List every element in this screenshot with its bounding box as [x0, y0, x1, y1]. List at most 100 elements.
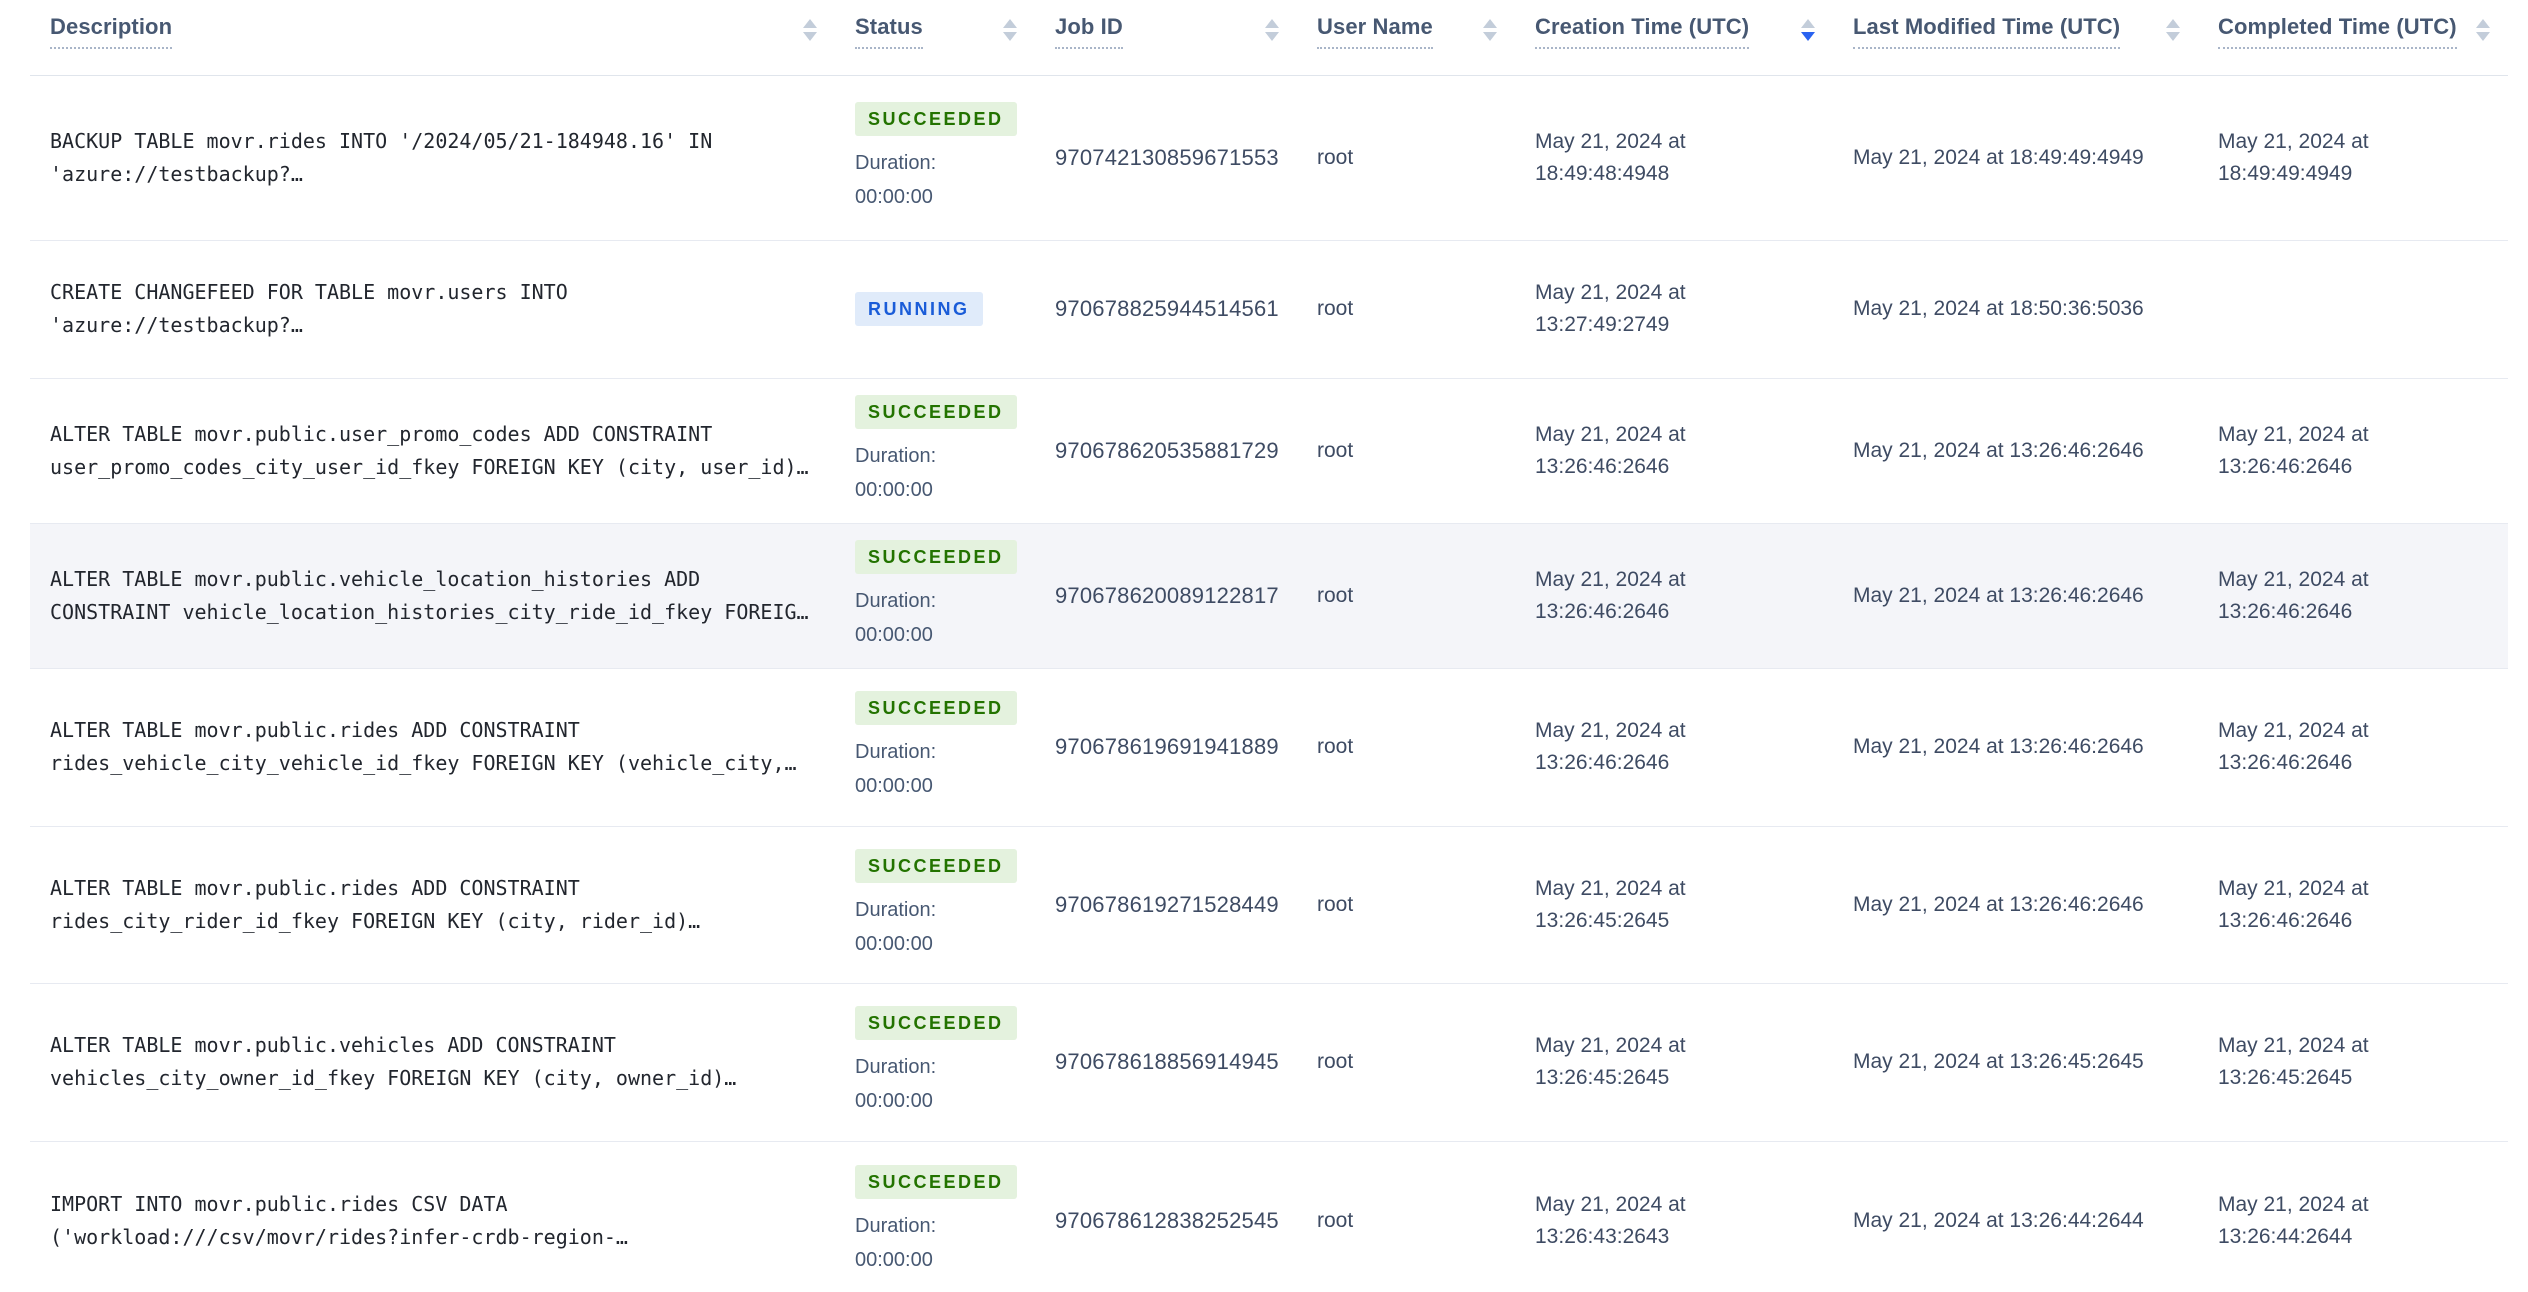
- completed-time: May 21, 2024 at 13:26:44:2644: [2218, 1193, 2369, 1248]
- job-id-cell: 970678618856914945: [1035, 983, 1297, 1141]
- duration-value: 00:00:00: [855, 932, 933, 955]
- sort-desc-icon[interactable]: [2476, 32, 2490, 41]
- sort-icons[interactable]: [1801, 19, 1815, 41]
- completed-time-cell: May 21, 2024 at 18:49:49:4949: [2198, 75, 2508, 240]
- completed-time: May 21, 2024 at 18:49:49:4949: [2218, 129, 2369, 185]
- column-header-label[interactable]: Last Modified Time (UTC): [1853, 14, 2121, 49]
- sort-asc-icon[interactable]: [2166, 19, 2180, 28]
- job-description-link[interactable]: BACKUP TABLE movr.rides INTO '/2024/05/2…: [50, 128, 713, 186]
- column-header-completed_time[interactable]: Completed Time (UTC): [2198, 0, 2508, 76]
- status-cell: SUCCEEDED Duration: 00:00:00: [835, 1141, 1035, 1292]
- status-cell: SUCCEEDED Duration: 00:00:00: [835, 983, 1035, 1141]
- sort-asc-icon[interactable]: [1003, 19, 1017, 28]
- column-header-label[interactable]: Completed Time (UTC): [2218, 14, 2457, 49]
- sort-desc-icon[interactable]: [1801, 32, 1815, 41]
- job-description-link[interactable]: ALTER TABLE movr.public.user_promo_codes…: [50, 421, 809, 479]
- status-badge: SUCCEEDED: [855, 1165, 1017, 1199]
- sort-asc-icon[interactable]: [1265, 19, 1279, 28]
- creation-time-cell: May 21, 2024 at 13:27:49:2749: [1515, 240, 1833, 378]
- column-header-user_name[interactable]: User Name: [1297, 0, 1515, 76]
- creation-time: May 21, 2024 at 13:26:46:2646: [1535, 567, 1686, 623]
- creation-time: May 21, 2024 at 13:26:45:2645: [1535, 1034, 1686, 1089]
- creation-time: May 21, 2024 at 18:49:48:4948: [1535, 129, 1686, 185]
- sort-asc-icon[interactable]: [2476, 19, 2490, 28]
- column-header-label[interactable]: Status: [855, 14, 923, 49]
- sort-asc-icon[interactable]: [1801, 19, 1815, 28]
- last-modified-time: May 21, 2024 at 13:26:46:2646: [1853, 438, 2144, 462]
- job-duration: Duration: 00:00:00: [855, 439, 1017, 507]
- completed-time: May 21, 2024 at 13:26:46:2646: [2218, 422, 2369, 478]
- last-modified-time: May 21, 2024 at 13:26:45:2645: [1853, 1050, 2144, 1073]
- column-header-inner[interactable]: Status: [855, 14, 1017, 49]
- table-row: BACKUP TABLE movr.rides INTO '/2024/05/2…: [30, 75, 2508, 240]
- sort-icons[interactable]: [1003, 19, 1017, 41]
- sort-desc-icon[interactable]: [1003, 32, 1017, 41]
- job-description-link[interactable]: ALTER TABLE movr.public.vehicles ADD CON…: [50, 1033, 737, 1090]
- user-name-cell: root: [1297, 668, 1515, 826]
- job-description-link[interactable]: ALTER TABLE movr.public.vehicle_location…: [50, 566, 809, 624]
- last-modified-time-cell: May 21, 2024 at 13:26:46:2646: [1833, 523, 2198, 668]
- status-badge: RUNNING: [855, 292, 983, 326]
- sort-icons[interactable]: [803, 19, 817, 41]
- column-header-inner[interactable]: Job ID: [1055, 14, 1279, 49]
- job-description-link[interactable]: ALTER TABLE movr.public.rides ADD CONSTR…: [50, 875, 701, 933]
- creation-time: May 21, 2024 at 13:26:45:2645: [1535, 876, 1686, 932]
- last-modified-time-cell: May 21, 2024 at 13:26:44:2644: [1833, 1141, 2198, 1292]
- column-header-label[interactable]: User Name: [1317, 14, 1433, 49]
- sort-desc-icon[interactable]: [1265, 32, 1279, 41]
- column-header-label[interactable]: Description: [50, 14, 173, 49]
- completed-time-cell: [2198, 240, 2508, 378]
- description-cell: CREATE CHANGEFEED FOR TABLE movr.users I…: [30, 240, 835, 378]
- sort-icons[interactable]: [1265, 19, 1279, 41]
- duration-label: Duration:: [855, 898, 937, 921]
- column-header-last_modified_time[interactable]: Last Modified Time (UTC): [1833, 0, 2198, 76]
- table-row: IMPORT INTO movr.public.rides CSV DATA (…: [30, 1141, 2508, 1292]
- description-cell: ALTER TABLE movr.public.vehicle_location…: [30, 523, 835, 668]
- sort-desc-icon[interactable]: [2166, 32, 2180, 41]
- duration-value: 00:00:00: [855, 623, 933, 646]
- sort-asc-icon[interactable]: [803, 19, 817, 28]
- creation-time: May 21, 2024 at 13:26:43:2643: [1535, 1193, 1686, 1248]
- duration-value: 00:00:00: [855, 185, 933, 208]
- job-id-cell: 970678619271528449: [1035, 826, 1297, 983]
- last-modified-time-cell: May 21, 2024 at 18:50:36:5036: [1833, 240, 2198, 378]
- job-id: 970678620089122817: [1055, 582, 1279, 608]
- column-header-label[interactable]: Creation Time (UTC): [1535, 14, 1750, 49]
- job-duration: Duration: 00:00:00: [855, 584, 1017, 652]
- status-cell: SUCCEEDED Duration: 00:00:00: [835, 826, 1035, 983]
- column-header-label[interactable]: Job ID: [1055, 14, 1123, 49]
- duration-value: 00:00:00: [855, 1090, 933, 1112]
- last-modified-time: May 21, 2024 at 13:26:46:2646: [1853, 583, 2144, 607]
- column-header-inner[interactable]: Completed Time (UTC): [2218, 14, 2490, 49]
- column-header-description[interactable]: Description: [30, 0, 835, 76]
- creation-time: May 21, 2024 at 13:27:49:2749: [1535, 281, 1686, 336]
- last-modified-time: May 21, 2024 at 18:49:49:4949: [1853, 145, 2144, 169]
- creation-time-cell: May 21, 2024 at 13:26:46:2646: [1515, 668, 1833, 826]
- column-header-inner[interactable]: User Name: [1317, 14, 1497, 49]
- description-cell: ALTER TABLE movr.public.vehicles ADD CON…: [30, 983, 835, 1141]
- sort-icons[interactable]: [2476, 19, 2490, 41]
- sort-desc-icon[interactable]: [803, 32, 817, 41]
- sort-asc-icon[interactable]: [1483, 19, 1497, 28]
- user-name-cell: root: [1297, 983, 1515, 1141]
- column-header-job_id[interactable]: Job ID: [1035, 0, 1297, 76]
- sort-icons[interactable]: [2166, 19, 2180, 41]
- column-header-status[interactable]: Status: [835, 0, 1035, 76]
- column-header-creation_time[interactable]: Creation Time (UTC): [1515, 0, 1833, 76]
- sort-desc-icon[interactable]: [1483, 32, 1497, 41]
- duration-value: 00:00:00: [855, 775, 933, 797]
- last-modified-time-cell: May 21, 2024 at 13:26:46:2646: [1833, 826, 2198, 983]
- column-header-inner[interactable]: Description: [50, 14, 817, 49]
- column-header-inner[interactable]: Creation Time (UTC): [1535, 14, 1815, 49]
- job-description-link[interactable]: ALTER TABLE movr.public.rides ADD CONSTR…: [50, 718, 797, 775]
- sort-icons[interactable]: [1483, 19, 1497, 41]
- user-name: root: [1317, 438, 1354, 462]
- user-name-cell: root: [1297, 378, 1515, 523]
- last-modified-time: May 21, 2024 at 13:26:44:2644: [1853, 1209, 2144, 1232]
- status-badge: SUCCEEDED: [855, 848, 1017, 883]
- job-description-link[interactable]: CREATE CHANGEFEED FOR TABLE movr.users I…: [50, 280, 568, 337]
- job-description-link[interactable]: IMPORT INTO movr.public.rides CSV DATA (…: [50, 1192, 628, 1249]
- column-header-inner[interactable]: Last Modified Time (UTC): [1853, 14, 2180, 49]
- job-id-cell: 970678612838252545: [1035, 1141, 1297, 1292]
- user-name-cell: root: [1297, 240, 1515, 378]
